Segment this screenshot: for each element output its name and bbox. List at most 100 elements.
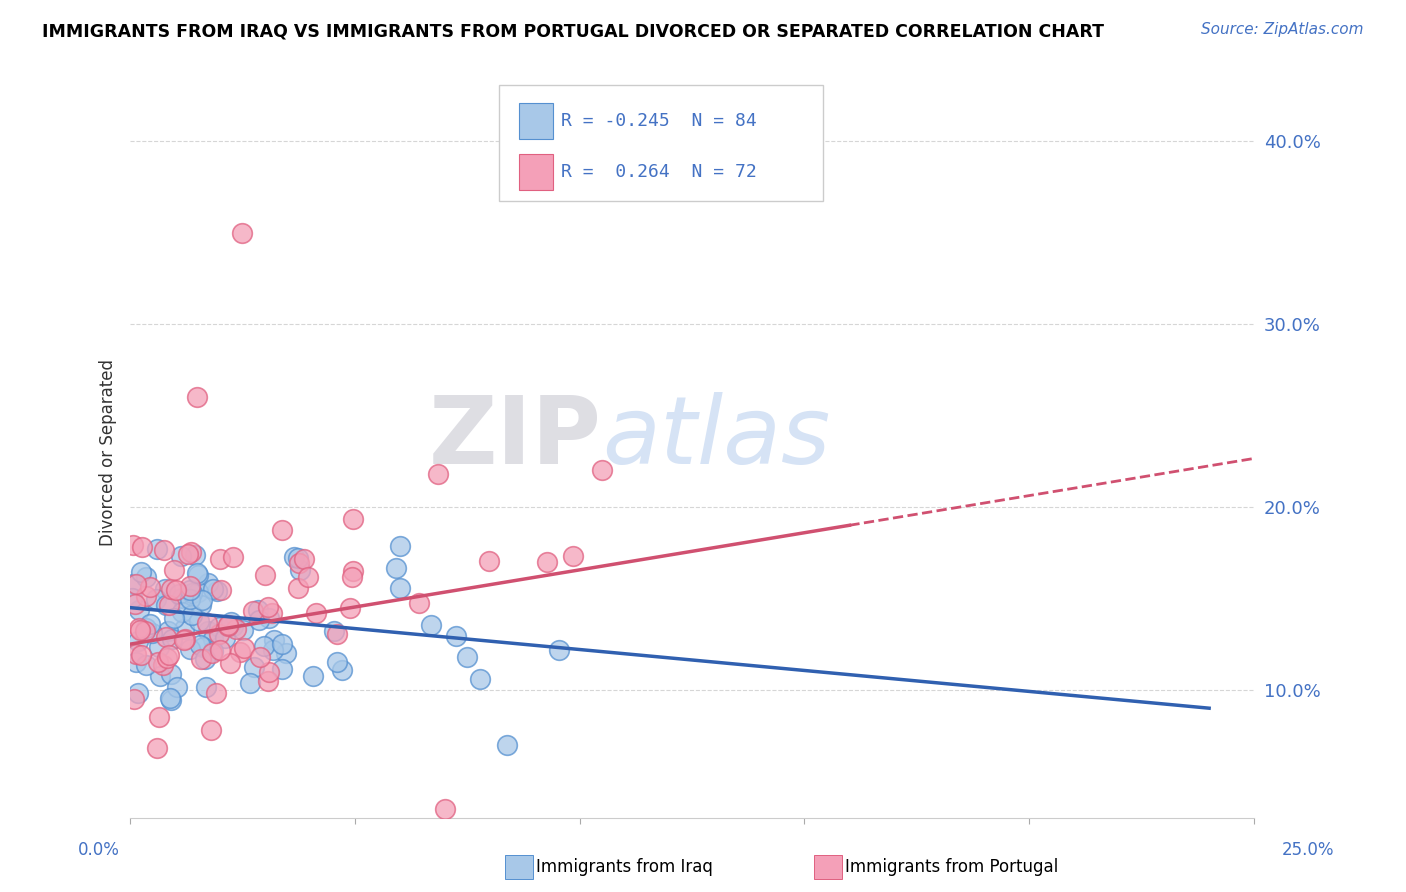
Point bbox=[219, 657, 242, 671]
Point bbox=[157, 624, 180, 639]
Point bbox=[127, 686, 149, 700]
Point bbox=[274, 646, 297, 660]
Point bbox=[152, 542, 174, 557]
Point bbox=[304, 606, 326, 620]
Point bbox=[121, 576, 143, 591]
Point bbox=[177, 547, 200, 561]
Point bbox=[180, 585, 202, 599]
Point bbox=[340, 570, 363, 584]
Point bbox=[179, 592, 201, 607]
Point bbox=[262, 642, 284, 657]
Point bbox=[190, 593, 212, 607]
Point bbox=[339, 600, 361, 615]
Point bbox=[186, 566, 208, 580]
Point bbox=[243, 659, 266, 673]
Text: Immigrants from Iraq: Immigrants from Iraq bbox=[536, 858, 713, 876]
Point bbox=[263, 633, 285, 648]
Point bbox=[153, 582, 176, 596]
Point bbox=[326, 627, 349, 641]
Point bbox=[219, 615, 242, 629]
Text: Immigrants from Portugal: Immigrants from Portugal bbox=[845, 858, 1059, 876]
Point bbox=[180, 545, 202, 559]
Point bbox=[163, 563, 186, 577]
Point bbox=[162, 632, 184, 646]
Point bbox=[536, 556, 558, 570]
Point bbox=[157, 598, 180, 612]
Point bbox=[188, 614, 211, 628]
Point bbox=[200, 646, 222, 660]
Text: 25.0%: 25.0% bbox=[1281, 840, 1334, 858]
Point bbox=[342, 565, 364, 579]
Point bbox=[247, 613, 270, 627]
Point bbox=[249, 650, 271, 665]
Point bbox=[444, 629, 467, 643]
Point bbox=[167, 587, 190, 601]
Text: IMMIGRANTS FROM IRAQ VS IMMIGRANTS FROM PORTUGAL DIVORCED OR SEPARATED CORRELATI: IMMIGRANTS FROM IRAQ VS IMMIGRANTS FROM … bbox=[42, 22, 1104, 40]
Point bbox=[128, 603, 150, 617]
Point bbox=[388, 539, 411, 553]
Point bbox=[131, 540, 153, 554]
Point bbox=[548, 643, 571, 657]
Point bbox=[184, 548, 207, 562]
Point bbox=[208, 620, 231, 634]
Point bbox=[591, 463, 613, 477]
Point bbox=[287, 581, 309, 595]
Point bbox=[135, 658, 157, 673]
Point bbox=[127, 633, 149, 648]
Point bbox=[139, 580, 162, 594]
Point bbox=[173, 632, 195, 647]
Point bbox=[200, 723, 222, 738]
Point bbox=[217, 619, 239, 633]
Point bbox=[149, 669, 172, 683]
Point bbox=[134, 624, 156, 639]
Point bbox=[129, 623, 152, 637]
Point bbox=[156, 650, 179, 665]
Point bbox=[125, 655, 148, 669]
Point bbox=[292, 552, 315, 566]
Point bbox=[170, 549, 193, 564]
Point bbox=[139, 617, 162, 632]
Text: ZIP: ZIP bbox=[429, 392, 602, 483]
Point bbox=[179, 579, 201, 593]
Point bbox=[271, 523, 294, 537]
Point bbox=[257, 610, 280, 624]
Point bbox=[145, 592, 167, 607]
Point bbox=[260, 607, 283, 621]
Point bbox=[135, 570, 157, 584]
Point bbox=[160, 692, 183, 706]
Point bbox=[242, 604, 264, 618]
Point bbox=[128, 621, 150, 635]
Point bbox=[222, 619, 245, 633]
Point bbox=[225, 622, 247, 636]
Point bbox=[135, 589, 157, 603]
Y-axis label: Divorced or Separated: Divorced or Separated bbox=[100, 359, 117, 546]
Point bbox=[173, 632, 195, 647]
Point bbox=[232, 624, 254, 638]
Text: 0.0%: 0.0% bbox=[77, 840, 120, 858]
Point bbox=[125, 577, 148, 591]
Point bbox=[179, 642, 201, 657]
Point bbox=[561, 549, 583, 563]
Point bbox=[202, 644, 225, 658]
Point bbox=[122, 691, 145, 706]
Point bbox=[253, 567, 276, 582]
Point bbox=[125, 647, 148, 661]
Point bbox=[186, 585, 208, 599]
Point bbox=[188, 638, 211, 652]
Point bbox=[330, 664, 353, 678]
Point bbox=[179, 582, 201, 597]
Point bbox=[209, 643, 232, 657]
Point bbox=[385, 561, 408, 575]
Point bbox=[129, 565, 152, 579]
Point bbox=[288, 563, 311, 577]
Point bbox=[408, 596, 430, 610]
Point bbox=[209, 582, 232, 597]
Point bbox=[152, 657, 174, 672]
Point bbox=[257, 599, 280, 614]
Text: atlas: atlas bbox=[602, 392, 831, 483]
Point bbox=[194, 680, 217, 694]
Point bbox=[419, 618, 441, 632]
Point bbox=[194, 652, 217, 666]
Point bbox=[181, 608, 204, 623]
Point bbox=[155, 598, 177, 612]
